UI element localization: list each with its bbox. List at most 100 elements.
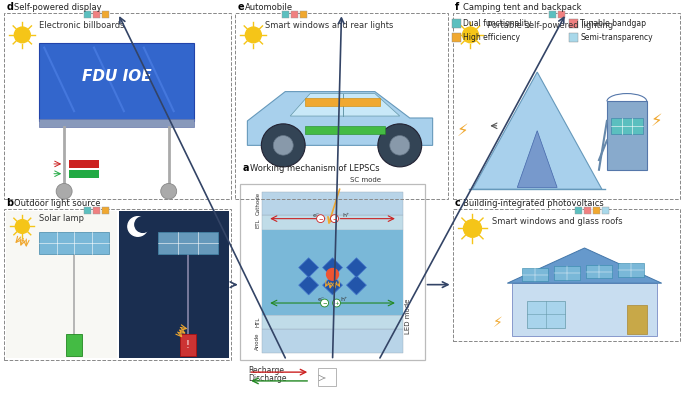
Bar (554, 266, 580, 280)
Bar (305, 126, 385, 133)
Bar (300, 11, 307, 18)
Circle shape (321, 299, 329, 307)
Text: LED mode: LED mode (405, 299, 411, 334)
Text: High efficiency: High efficiency (462, 33, 519, 42)
Bar (282, 11, 289, 18)
Bar (93, 11, 100, 18)
Polygon shape (473, 72, 602, 189)
Bar (102, 11, 109, 18)
Text: +: + (334, 301, 339, 305)
Bar (512, 283, 657, 336)
Text: a: a (242, 163, 249, 173)
Text: Working mechanism of LEPSCs: Working mechanism of LEPSCs (251, 164, 380, 173)
Circle shape (245, 27, 262, 43)
Text: Recharge: Recharge (249, 366, 284, 375)
Circle shape (331, 215, 338, 223)
Text: Tunable bandgap: Tunable bandgap (580, 19, 646, 28)
Bar (6, 211, 117, 358)
Text: Dual functionality: Dual functionality (462, 19, 531, 28)
Polygon shape (347, 258, 366, 277)
Bar (607, 101, 647, 170)
Text: Self-powered display: Self-powered display (14, 4, 102, 12)
Polygon shape (323, 275, 342, 295)
Bar (451, 33, 460, 42)
Bar (119, 211, 229, 358)
Bar (586, 265, 612, 278)
Text: −: − (322, 301, 327, 305)
Circle shape (273, 135, 293, 155)
Bar (66, 334, 82, 356)
Bar (102, 207, 109, 214)
Circle shape (14, 27, 30, 43)
Polygon shape (347, 275, 366, 295)
Bar (318, 368, 336, 386)
Bar (305, 99, 380, 106)
Bar (593, 207, 600, 214)
Text: e⁻: e⁻ (318, 297, 325, 302)
Text: Portable self-powered lighting: Portable self-powered lighting (488, 21, 614, 30)
Text: Building-integrated photovoltaics: Building-integrated photovoltaics (462, 199, 603, 208)
Circle shape (390, 135, 410, 155)
Bar (4, 209, 232, 360)
Text: Discharge: Discharge (249, 375, 287, 383)
Text: ⚡: ⚡ (651, 112, 662, 130)
Bar (262, 230, 403, 314)
Circle shape (135, 217, 151, 232)
Polygon shape (299, 258, 319, 277)
Circle shape (378, 124, 422, 167)
Text: Automobile: Automobile (245, 4, 293, 12)
Bar (584, 207, 591, 214)
Text: !: ! (186, 340, 190, 350)
Text: Electronic billboards: Electronic billboards (39, 21, 125, 30)
Circle shape (161, 183, 177, 199)
Bar (84, 207, 91, 214)
Bar (236, 13, 447, 199)
Bar (69, 170, 99, 178)
Bar (158, 232, 218, 254)
Bar (262, 192, 403, 215)
Text: ⚡: ⚡ (493, 316, 502, 330)
Circle shape (332, 299, 340, 307)
Polygon shape (247, 91, 433, 145)
Bar (262, 230, 403, 314)
Circle shape (15, 220, 29, 233)
Bar (569, 19, 578, 28)
Text: Camping tent and backpack: Camping tent and backpack (462, 4, 581, 12)
Bar (549, 11, 556, 18)
Bar (453, 209, 680, 341)
Text: h⁺: h⁺ (340, 297, 348, 302)
Text: f: f (455, 2, 459, 12)
Bar (262, 215, 403, 230)
Text: Smart windows and rear lights: Smart windows and rear lights (265, 21, 394, 30)
Text: SC mode: SC mode (351, 177, 382, 183)
Text: −: − (332, 216, 337, 221)
Bar (575, 207, 582, 214)
Text: Anode: Anode (256, 332, 260, 350)
Bar (93, 207, 100, 214)
Polygon shape (299, 275, 319, 295)
Circle shape (128, 217, 148, 236)
Circle shape (316, 215, 325, 223)
Text: Smart windows and glass roofs: Smart windows and glass roofs (493, 217, 623, 226)
Circle shape (262, 124, 305, 167)
Polygon shape (517, 131, 557, 187)
Text: Semi-transparency: Semi-transparency (580, 33, 653, 42)
Bar (39, 232, 109, 254)
Bar (4, 13, 232, 199)
Bar (558, 11, 564, 18)
Text: Solar lamp: Solar lamp (39, 214, 84, 223)
Polygon shape (323, 258, 342, 277)
Bar (611, 118, 643, 133)
Text: −: − (319, 216, 323, 221)
Polygon shape (290, 93, 400, 116)
Bar (451, 19, 460, 28)
Bar (453, 13, 680, 199)
Circle shape (56, 183, 72, 199)
Bar (262, 314, 403, 329)
Bar (569, 33, 578, 42)
Bar (602, 207, 609, 214)
Bar (262, 329, 403, 352)
Bar (39, 43, 194, 121)
Text: d: d (6, 2, 14, 12)
Circle shape (464, 220, 482, 237)
